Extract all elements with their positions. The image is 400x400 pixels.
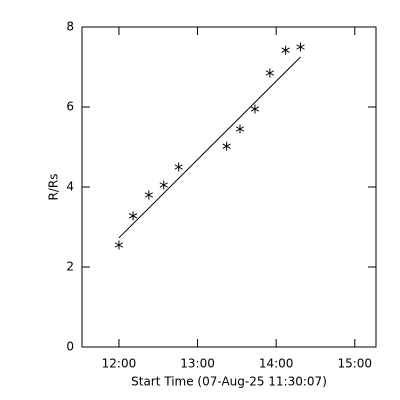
asterisk-stroke bbox=[281, 47, 290, 53]
asterisk-point bbox=[128, 211, 138, 221]
y-tick-label: 2 bbox=[66, 260, 74, 274]
asterisk-point bbox=[222, 141, 231, 151]
asterisk-point bbox=[250, 104, 260, 114]
asterisk-point bbox=[144, 190, 153, 200]
asterisk-point bbox=[296, 42, 305, 52]
x-tick-label: 14:00 bbox=[259, 357, 294, 371]
asterisk-stroke bbox=[174, 164, 183, 170]
asterisk-stroke bbox=[114, 242, 124, 248]
asterisk-point bbox=[265, 68, 275, 78]
y-tick-label: 8 bbox=[66, 20, 74, 34]
asterisk-stroke bbox=[222, 143, 231, 149]
x-tick-label: 13:00 bbox=[180, 357, 215, 371]
x-axis-label: Start Time (07-Aug-25 11:30:07) bbox=[131, 375, 327, 389]
asterisk-point bbox=[174, 162, 183, 172]
y-tick-label: 6 bbox=[66, 100, 74, 114]
asterisk-stroke bbox=[250, 106, 260, 112]
plot-frame bbox=[81, 26, 377, 348]
asterisk-stroke bbox=[144, 192, 153, 198]
asterisk-point bbox=[114, 240, 124, 250]
asterisk-stroke bbox=[128, 213, 138, 219]
fit-line bbox=[118, 56, 301, 239]
y-tick-label: 0 bbox=[66, 340, 74, 354]
y-axis-label: R/Rs bbox=[47, 174, 61, 201]
asterisk-stroke bbox=[235, 126, 245, 132]
x-tick-label: 15:00 bbox=[337, 357, 372, 371]
asterisk-stroke bbox=[159, 182, 168, 188]
x-tick-label: 12:00 bbox=[102, 357, 137, 371]
asterisk-stroke bbox=[265, 70, 275, 76]
asterisk-stroke bbox=[296, 44, 305, 50]
y-tick-label: 4 bbox=[66, 180, 74, 194]
asterisk-point bbox=[159, 180, 168, 190]
asterisk-point bbox=[281, 45, 290, 55]
asterisk-point bbox=[235, 124, 245, 134]
